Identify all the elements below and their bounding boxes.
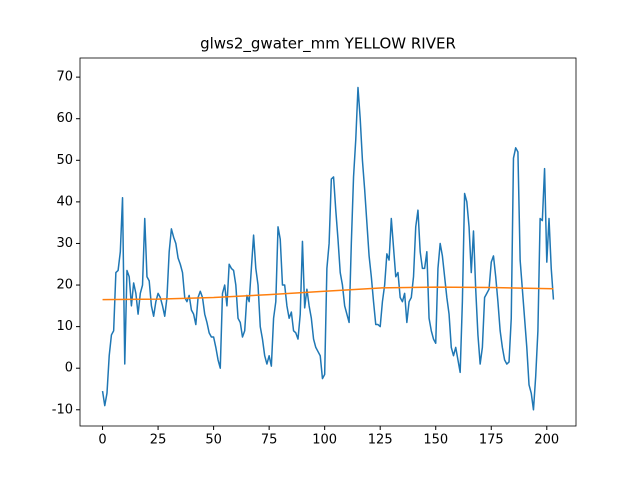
y-tick-label: -10	[52, 402, 73, 417]
x-tick-label: 125	[368, 433, 393, 448]
x-tick-label: 25	[150, 433, 167, 448]
y-tick-label: 50	[56, 153, 73, 168]
y-tick-label: 30	[56, 236, 73, 251]
y-tick-label: 70	[56, 70, 73, 85]
plot-frame	[79, 57, 577, 427]
y-tick-label: 20	[56, 278, 73, 293]
x-tick-label: 100	[312, 433, 337, 448]
line-series	[102, 286, 554, 301]
x-tick-label: 150	[423, 433, 448, 448]
y-tick-label: 40	[56, 194, 73, 209]
y-tick-label: 60	[56, 111, 73, 126]
y-tick-label: 10	[56, 319, 73, 334]
x-tick-label: 75	[261, 433, 278, 448]
chart-title: glws2_gwater_mm YELLOW RIVER	[200, 35, 456, 54]
x-tick-label: 0	[98, 433, 106, 448]
x-tick-label: 175	[479, 433, 504, 448]
line-series	[101, 86, 555, 411]
x-tick-label: 200	[534, 433, 559, 448]
y-tick-label: 0	[65, 361, 73, 376]
x-tick-label: 50	[205, 433, 222, 448]
